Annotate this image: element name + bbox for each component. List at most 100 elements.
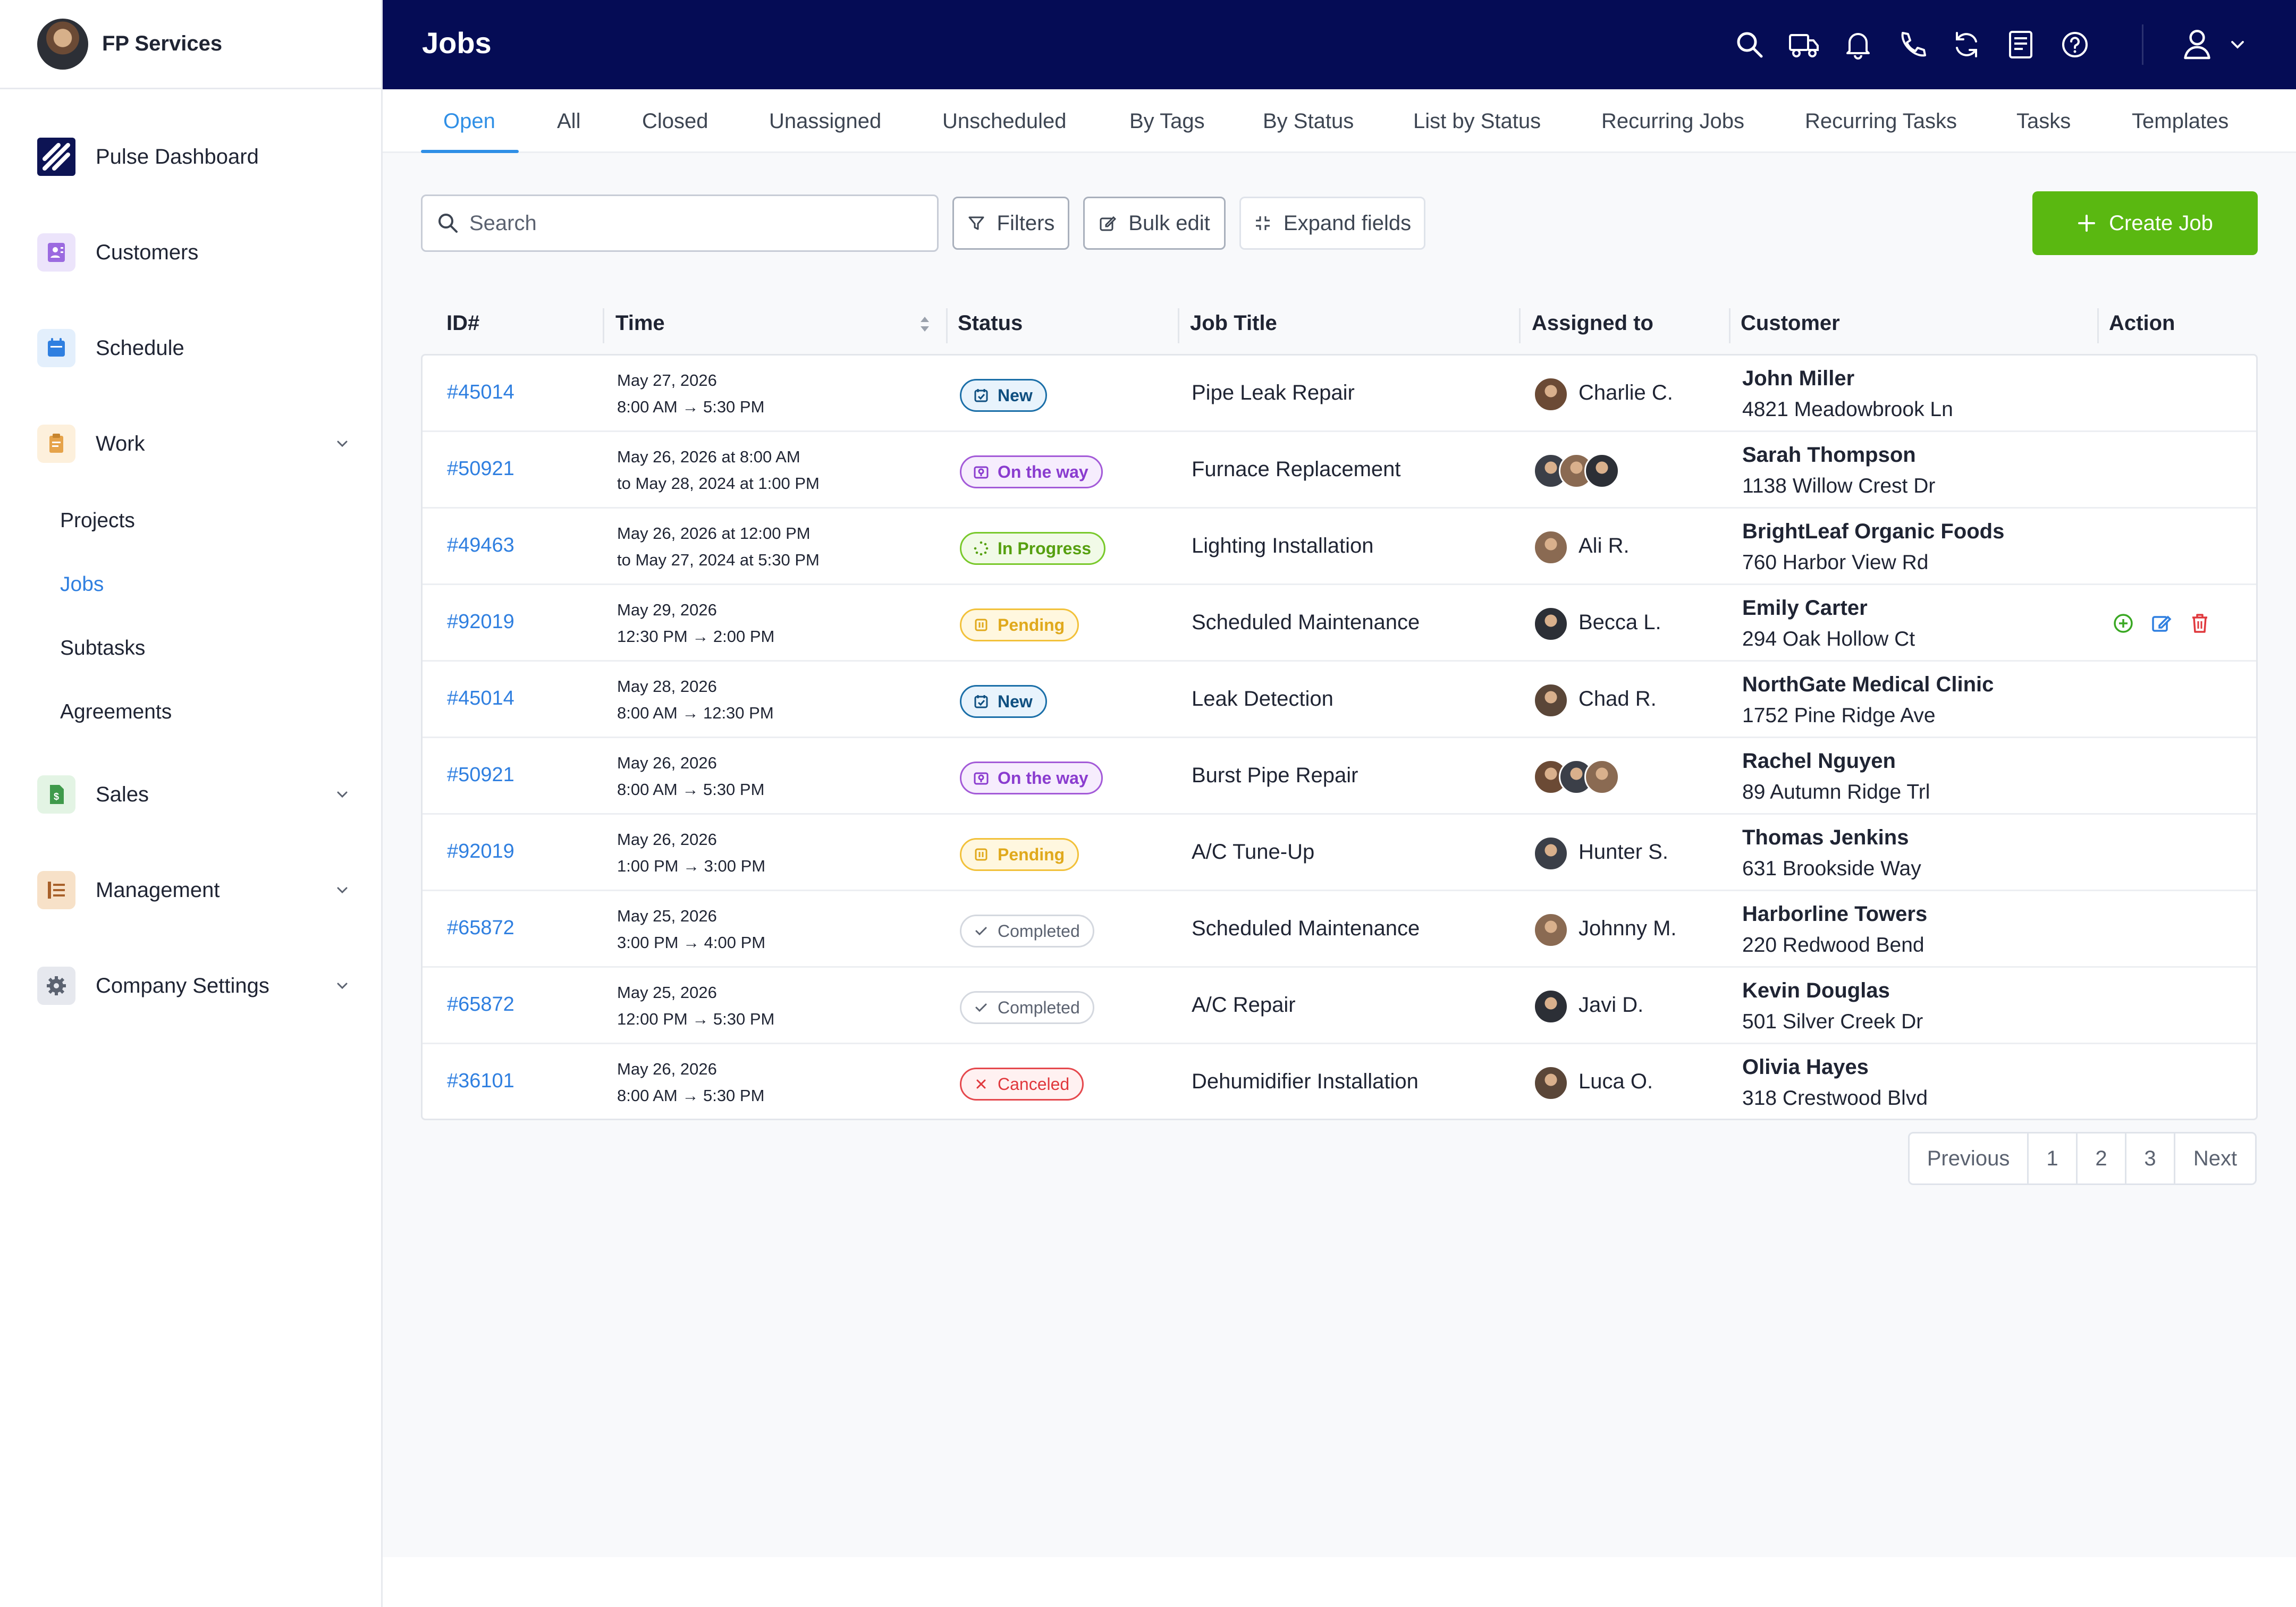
tab-all[interactable]: All xyxy=(557,109,581,133)
search-icon[interactable] xyxy=(1733,28,1767,62)
bulk-edit-button[interactable]: Bulk edit xyxy=(1083,197,1226,250)
job-title[interactable]: Pipe Leak Repair xyxy=(1192,381,1355,404)
document-icon[interactable] xyxy=(2004,28,2038,62)
edit-icon[interactable] xyxy=(2150,612,2173,635)
table-row[interactable]: #92019 May 29, 2026 12:30 PM → 2:00 PM P… xyxy=(423,585,2256,662)
job-id-link[interactable]: #50921 xyxy=(447,764,514,786)
job-title[interactable]: Leak Detection xyxy=(1192,687,1333,711)
status-badge[interactable]: Completed xyxy=(960,915,1094,948)
sidebar-subitem-agreements[interactable]: Agreements xyxy=(60,700,172,723)
table-row[interactable]: #45014 May 28, 2026 8:00 AM → 12:30 PM N… xyxy=(423,662,2256,738)
job-title[interactable]: Dehumidifier Installation xyxy=(1192,1070,1419,1093)
customer-cell[interactable]: Sarah Thompson 1138 Willow Crest Dr xyxy=(1742,439,1935,502)
page-button-1[interactable]: 1 xyxy=(2029,1134,2078,1183)
delete-icon[interactable] xyxy=(2188,612,2211,635)
customer-cell[interactable]: BrightLeaf Organic Foods 760 Harbor View… xyxy=(1742,516,2004,579)
brand[interactable]: FP Services xyxy=(0,0,381,89)
help-icon[interactable] xyxy=(2058,28,2092,62)
column-header-customer[interactable]: Customer xyxy=(1741,311,1840,335)
job-id-link[interactable]: #50921 xyxy=(447,458,514,480)
page-button-3[interactable]: 3 xyxy=(2126,1134,2175,1183)
sidebar-item-sales[interactable]: $ Sales xyxy=(37,773,351,816)
status-badge[interactable]: Canceled xyxy=(960,1068,1084,1101)
sidebar-item-work[interactable]: Work xyxy=(37,422,351,465)
customer-cell[interactable]: Thomas Jenkins 631 Brookside Way xyxy=(1742,822,1921,885)
sort-icon[interactable] xyxy=(917,312,932,336)
job-title[interactable]: Furnace Replacement xyxy=(1192,458,1401,481)
user-icon[interactable] xyxy=(2178,24,2216,63)
sidebar-item-schedule[interactable]: Schedule xyxy=(37,327,351,369)
status-badge[interactable]: New xyxy=(960,379,1047,412)
tab-unscheduled[interactable]: Unscheduled xyxy=(942,109,1067,133)
tab-recurring-jobs[interactable]: Recurring Jobs xyxy=(1601,109,1745,133)
column-header-id[interactable]: ID# xyxy=(446,311,480,335)
expand-fields-button[interactable]: Expand fields xyxy=(1239,197,1425,250)
column-header-job-title[interactable]: Job Title xyxy=(1190,311,1277,335)
job-id-link[interactable]: #45014 xyxy=(447,381,514,403)
table-row[interactable]: #50921 May 26, 2026 8:00 AM → 5:30 PM On… xyxy=(423,738,2256,815)
table-row[interactable]: #92019 May 26, 2026 1:00 PM → 3:00 PM Pe… xyxy=(423,815,2256,891)
customer-cell[interactable]: Rachel Nguyen 89 Autumn Ridge Trl xyxy=(1742,746,1930,808)
customer-cell[interactable]: Emily Carter 294 Oak Hollow Ct xyxy=(1742,593,1915,655)
phone-icon[interactable] xyxy=(1895,28,1929,62)
status-badge[interactable]: Pending xyxy=(960,838,1079,871)
tab-tasks[interactable]: Tasks xyxy=(2016,109,2071,133)
job-id-link[interactable]: #65872 xyxy=(447,917,514,939)
job-id-link[interactable]: #36101 xyxy=(447,1070,514,1092)
status-badge[interactable]: On the way xyxy=(960,455,1103,488)
job-id-link[interactable]: #45014 xyxy=(447,687,514,709)
truck-icon[interactable] xyxy=(1787,28,1821,62)
customer-cell[interactable]: Olivia Hayes 318 Crestwood Blvd xyxy=(1742,1052,1928,1114)
bell-icon[interactable] xyxy=(1841,28,1875,62)
table-row[interactable]: #36101 May 26, 2026 8:00 AM → 5:30 PM Ca… xyxy=(423,1044,2256,1121)
tab-open[interactable]: Open xyxy=(443,109,495,133)
table-row[interactable]: #49463 May 26, 2026 at 12:00 PM to May 2… xyxy=(423,509,2256,585)
job-id-link[interactable]: #92019 xyxy=(447,840,514,862)
sidebar-subitem-jobs[interactable]: Jobs xyxy=(60,573,104,596)
customer-cell[interactable]: Harborline Towers 220 Redwood Bend xyxy=(1742,899,1927,961)
column-header-time[interactable]: Time xyxy=(615,311,665,335)
previous-page-button[interactable]: Previous xyxy=(1910,1134,2029,1183)
job-title[interactable]: A/C Repair xyxy=(1192,993,1296,1017)
search-box[interactable] xyxy=(421,194,939,252)
sidebar-item-customers[interactable]: Customers xyxy=(37,231,351,274)
column-header-assigned-to[interactable]: Assigned to xyxy=(1532,311,1653,335)
filters-button[interactable]: Filters xyxy=(952,197,1069,250)
sidebar-subitem-projects[interactable]: Projects xyxy=(60,509,135,532)
page-button-2[interactable]: 2 xyxy=(2078,1134,2126,1183)
tab-recurring-tasks[interactable]: Recurring Tasks xyxy=(1805,109,1957,133)
status-badge[interactable]: On the way xyxy=(960,762,1103,794)
job-title[interactable]: A/C Tune-Up xyxy=(1192,840,1315,864)
refresh-icon[interactable] xyxy=(1949,28,1983,62)
sidebar-subitem-subtasks[interactable]: Subtasks xyxy=(60,637,146,659)
customer-cell[interactable]: John Miller 4821 Meadowbrook Ln xyxy=(1742,363,1953,426)
sidebar-item-company-settings[interactable]: Company Settings xyxy=(37,965,351,1007)
table-row[interactable]: #45014 May 27, 2026 8:00 AM → 5:30 PM Ne… xyxy=(423,356,2256,432)
tab-by-tags[interactable]: By Tags xyxy=(1129,109,1205,133)
job-id-link[interactable]: #65872 xyxy=(447,993,514,1016)
job-title[interactable]: Scheduled Maintenance xyxy=(1192,917,1420,940)
tab-list-by-status[interactable]: List by Status xyxy=(1413,109,1541,133)
job-title[interactable]: Scheduled Maintenance xyxy=(1192,611,1420,634)
chevron-down-icon[interactable] xyxy=(2227,34,2248,55)
customer-cell[interactable]: NorthGate Medical Clinic 1752 Pine Ridge… xyxy=(1742,669,1994,732)
tab-unassigned[interactable]: Unassigned xyxy=(769,109,882,133)
status-badge[interactable]: Completed xyxy=(960,991,1094,1024)
tab-templates[interactable]: Templates xyxy=(2132,109,2229,133)
status-badge[interactable]: New xyxy=(960,685,1047,718)
job-id-link[interactable]: #49463 xyxy=(447,534,514,556)
customer-cell[interactable]: Kevin Douglas 501 Silver Creek Dr xyxy=(1742,975,1923,1038)
table-row[interactable]: #65872 May 25, 2026 3:00 PM → 4:00 PM Co… xyxy=(423,891,2256,968)
add-icon[interactable] xyxy=(2112,612,2135,635)
column-header-status[interactable]: Status xyxy=(958,311,1023,335)
job-title[interactable]: Lighting Installation xyxy=(1192,534,1374,557)
sidebar-item-management[interactable]: Management xyxy=(37,869,351,911)
create-job-button[interactable]: Create Job xyxy=(2032,191,2258,255)
status-badge[interactable]: In Progress xyxy=(960,532,1106,565)
table-row[interactable]: #65872 May 25, 2026 12:00 PM → 5:30 PM C… xyxy=(423,968,2256,1044)
sidebar-item-pulse-dashboard[interactable]: Pulse Dashboard xyxy=(37,136,351,178)
status-badge[interactable]: Pending xyxy=(960,608,1079,641)
tab-by-status[interactable]: By Status xyxy=(1263,109,1354,133)
search-input[interactable] xyxy=(469,211,905,235)
tab-closed[interactable]: Closed xyxy=(642,109,708,133)
